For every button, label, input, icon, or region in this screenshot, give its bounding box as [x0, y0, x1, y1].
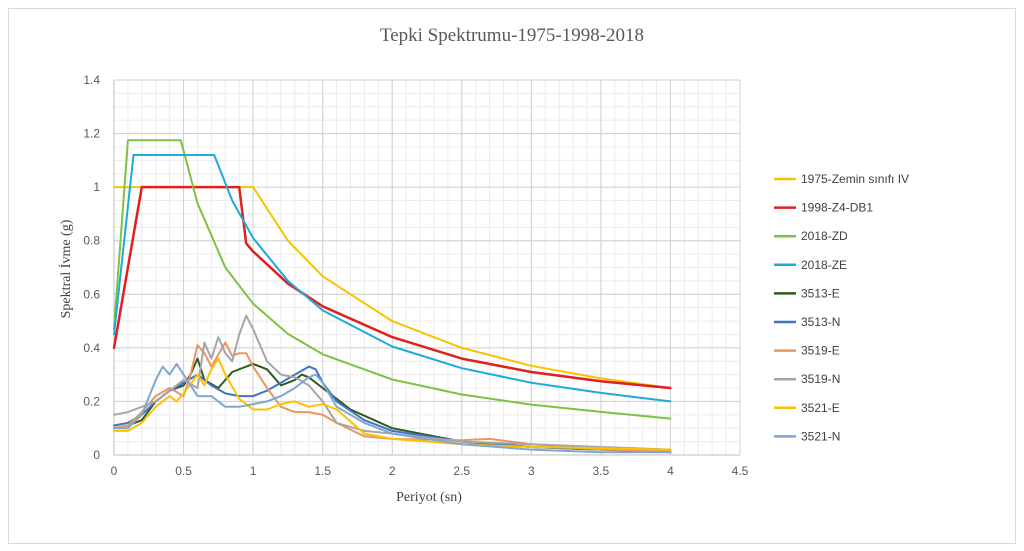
y-tick-label: 0.6: [83, 287, 100, 301]
x-tick-label: 2: [389, 464, 396, 478]
legend-label: 3513-N: [801, 315, 840, 329]
x-tick-label: 3.5: [593, 464, 610, 478]
y-tick-label: 0: [93, 448, 100, 462]
y-tick-label: 0.4: [83, 341, 100, 355]
legend-label: 2018-ZD: [801, 229, 848, 243]
legend-label: 3521-N: [801, 429, 840, 443]
x-tick-label: 0: [111, 464, 118, 478]
series-line-7: [113, 314, 672, 451]
x-tick-label: 1: [250, 464, 257, 478]
y-tick-label: 1.4: [83, 73, 100, 87]
y-tick-label: 0.2: [83, 394, 100, 408]
legend-label: 1998-Z4-DB1: [801, 201, 873, 215]
y-axis-title: Spektral İvme (g): [58, 219, 74, 318]
x-tick-label: 4.5: [732, 464, 749, 478]
y-tick-label: 0.8: [83, 234, 100, 248]
x-tick-label: 0.5: [175, 464, 192, 478]
y-tick-label: 1: [93, 180, 100, 194]
series-line-0: [113, 186, 672, 389]
series-line-9: [113, 362, 672, 454]
tick-labels: 0 0.5 1 1.5 2 2.5 3 3.5 4 4.5 0 0.2 0.4 0.6 0.8 1 1.2 1.4: [83, 73, 748, 478]
x-tick-label: 3: [528, 464, 535, 478]
legend-label: 3521-E: [801, 401, 840, 415]
series-lines: [112, 139, 672, 454]
series-line-8: [113, 357, 672, 451]
grid: [113, 79, 741, 456]
legend-label: 3519-E: [801, 344, 840, 358]
x-tick-label: 1.5: [314, 464, 331, 478]
chart-title: Tepki Spektrumu-1975-1998-2018: [380, 25, 644, 46]
x-tick-label: 4: [667, 464, 674, 478]
legend-label: 2018-ZE: [801, 258, 847, 272]
x-tick-label: 2.5: [453, 464, 470, 478]
legend: 1975-Zemin sınıfı IV 1998-Z4-DB1 2018-ZD 20…: [774, 172, 909, 443]
legend-label: 3519-N: [801, 372, 840, 386]
legend-label: 3513-E: [801, 286, 840, 300]
x-axis-title: Periyot (sn): [396, 490, 462, 505]
legend-label: 1975-Zemin sınıfı IV: [801, 172, 909, 186]
series-line-3: [113, 154, 672, 403]
series-line-2: [113, 139, 672, 420]
y-tick-label: 1.2: [83, 127, 100, 141]
